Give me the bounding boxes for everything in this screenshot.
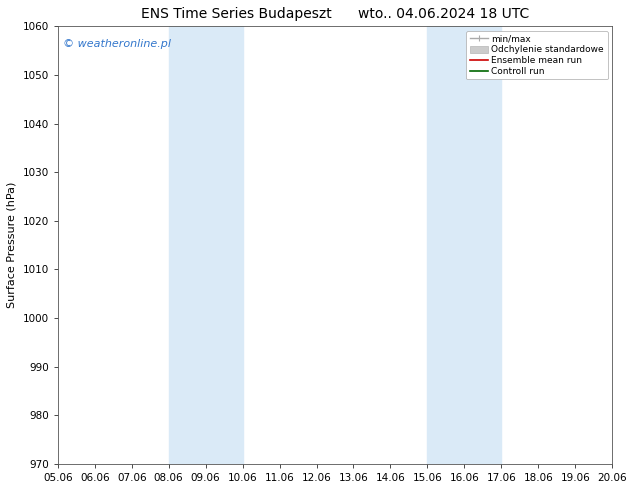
Bar xyxy=(427,26,501,464)
Title: ENS Time Series Budapeszt      wto.. 04.06.2024 18 UTC: ENS Time Series Budapeszt wto.. 04.06.20… xyxy=(141,7,529,21)
Legend: min/max, Odchylenie standardowe, Ensemble mean run, Controll run: min/max, Odchylenie standardowe, Ensembl… xyxy=(466,31,608,79)
Text: © weatheronline.pl: © weatheronline.pl xyxy=(63,39,171,49)
Y-axis label: Surface Pressure (hPa): Surface Pressure (hPa) xyxy=(7,182,17,308)
Bar xyxy=(169,26,243,464)
